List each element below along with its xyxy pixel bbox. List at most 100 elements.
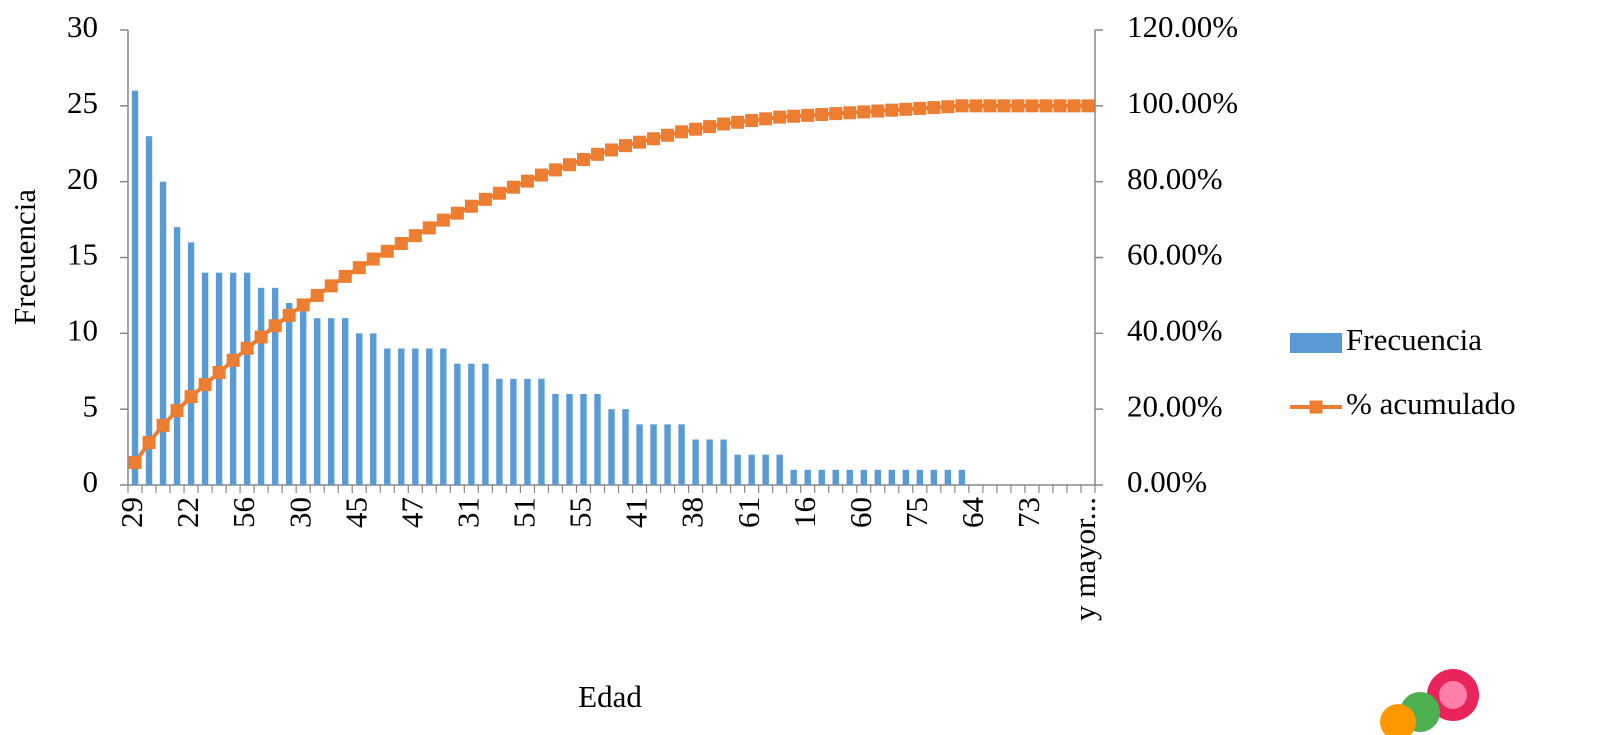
y2-tick-label: 120.00%	[1127, 9, 1238, 44]
bar	[440, 348, 447, 485]
marker	[857, 105, 871, 119]
marker	[885, 103, 899, 117]
bar	[916, 469, 924, 485]
x-tick-label: 41	[619, 497, 654, 528]
marker	[310, 288, 324, 302]
legend-marker	[1309, 400, 1323, 414]
bar	[846, 469, 853, 485]
marker	[633, 135, 647, 149]
bar	[944, 469, 952, 485]
bar	[664, 424, 671, 485]
x-tick-label: 30	[282, 497, 317, 528]
bar	[454, 363, 461, 485]
marker	[478, 192, 492, 206]
bar	[930, 469, 938, 485]
marker	[969, 99, 983, 113]
bar	[468, 363, 475, 485]
x-tick-label: 64	[955, 497, 990, 529]
bar	[145, 136, 153, 485]
bar	[398, 348, 405, 485]
marker	[605, 143, 618, 157]
bar	[187, 242, 195, 485]
bar	[370, 333, 377, 485]
marker	[156, 418, 170, 432]
x-tick-label: 61	[731, 497, 766, 528]
x-tick-label: 75	[899, 497, 934, 528]
x-axis-title: Edad	[578, 679, 642, 714]
marker	[534, 168, 548, 182]
y2-tick-label: 0.00%	[1127, 464, 1207, 499]
bar	[159, 181, 167, 485]
bar	[524, 378, 531, 485]
marker	[548, 163, 562, 177]
bar	[412, 348, 419, 485]
marker	[128, 455, 142, 469]
bar	[720, 439, 727, 485]
bar	[874, 469, 881, 485]
y2-tick-label: 60.00%	[1127, 237, 1223, 272]
bar	[818, 469, 825, 485]
y2-tick-label: 40.00%	[1127, 312, 1223, 347]
marker	[661, 128, 675, 142]
marker	[590, 147, 604, 161]
bar	[580, 394, 587, 485]
marker	[142, 436, 156, 450]
marker	[1081, 99, 1095, 113]
marker	[212, 365, 226, 379]
marker	[1053, 99, 1067, 113]
bar	[734, 454, 741, 485]
marker	[843, 106, 857, 120]
x-tick-label: y mayor...	[1067, 497, 1102, 621]
bar	[173, 227, 181, 485]
bar	[496, 378, 503, 485]
marker	[506, 180, 520, 194]
legend-label: % acumulado	[1346, 386, 1516, 421]
y2-tick-label: 20.00%	[1127, 388, 1223, 423]
x-tick-label: 29	[114, 497, 149, 528]
bar	[538, 378, 545, 485]
bar	[706, 439, 713, 485]
y-tick-label: 0	[83, 464, 99, 499]
marker	[226, 353, 240, 367]
marker	[675, 125, 689, 139]
marker	[576, 153, 590, 167]
marker	[380, 244, 394, 258]
bar	[888, 469, 895, 485]
x-tick-label: 31	[450, 497, 485, 528]
bar	[692, 439, 699, 485]
marker	[955, 99, 969, 113]
marker	[240, 341, 254, 355]
bar	[832, 469, 839, 485]
marker	[703, 120, 717, 134]
marker	[717, 117, 731, 131]
marker	[983, 99, 997, 113]
marker	[647, 132, 661, 146]
bar	[566, 394, 573, 485]
x-tick-label: 45	[338, 497, 373, 528]
marker	[296, 298, 310, 312]
marker	[562, 158, 576, 172]
bar	[902, 469, 910, 485]
x-tick-label: 56	[226, 497, 261, 528]
bar	[257, 287, 265, 485]
bar	[594, 394, 601, 485]
marker	[422, 221, 436, 235]
marker	[1025, 99, 1039, 113]
bar	[482, 363, 489, 485]
bar	[285, 303, 293, 485]
y-tick-label: 15	[67, 237, 98, 272]
marker	[927, 101, 941, 115]
x-tick-label: 55	[563, 497, 598, 528]
x-tick-label: 22	[170, 497, 205, 528]
x-tick-label: 60	[843, 497, 878, 528]
x-tick-label: 16	[787, 497, 822, 528]
marker	[899, 102, 913, 116]
marker	[913, 101, 927, 115]
marker	[254, 330, 268, 344]
marker	[408, 229, 422, 243]
marker	[268, 319, 282, 333]
bar	[636, 424, 643, 485]
marker	[1067, 99, 1081, 113]
y-tick-label: 30	[67, 9, 98, 44]
